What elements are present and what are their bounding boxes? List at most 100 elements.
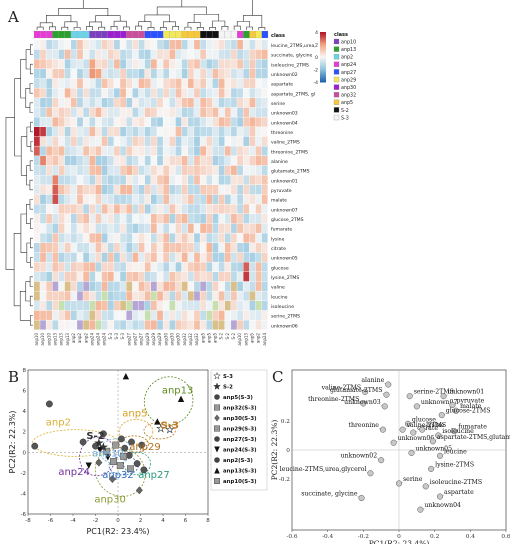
heatmap-cell (34, 88, 40, 98)
heatmap-cell (64, 262, 71, 272)
heatmap-cell (151, 243, 157, 253)
heatmap-cell (231, 262, 237, 272)
heatmap-cell (206, 272, 213, 282)
heatmap-cell (237, 272, 243, 282)
heatmap-cell (114, 49, 120, 59)
heatmap-cell (151, 88, 157, 98)
heatmap-cell (77, 281, 83, 291)
heatmap-cell (218, 320, 225, 330)
heatmap-cell (151, 49, 157, 59)
heatmap-cell (40, 88, 46, 98)
heatmap-cell (144, 156, 151, 166)
heatmap-cell (34, 194, 40, 204)
heatmap-cell (144, 49, 151, 59)
heatmap-cell (249, 49, 256, 59)
heatmap-cell (224, 107, 231, 117)
heatmap-cell (101, 194, 108, 204)
heatmap-cell (40, 262, 46, 272)
heatmap-cell (255, 175, 262, 185)
heatmap-cell (237, 204, 243, 214)
heatmap-cell (114, 320, 120, 330)
heatmap-cell (249, 223, 256, 233)
heatmap-cell (114, 214, 120, 224)
heatmap-cell (200, 107, 207, 117)
colorbar-step (320, 55, 326, 58)
legend-marker (214, 414, 220, 422)
heatmap-cell (95, 146, 102, 156)
heatmap-cell (169, 185, 176, 195)
class-cell (169, 30, 176, 39)
heatmap-cell (144, 165, 151, 175)
heatmap-cell (255, 262, 262, 272)
row-label: lysine (271, 236, 285, 242)
heatmap-cell (126, 165, 133, 175)
heatmap-cell (163, 69, 170, 79)
heatmap-cell (200, 252, 207, 262)
heatmap-cell (151, 146, 157, 156)
heatmap-cell (206, 291, 213, 301)
colorbar-step (320, 59, 326, 62)
row-label: valine (271, 285, 285, 291)
heatmap-cell (169, 214, 176, 224)
heatmap-cell (243, 310, 250, 320)
heatmap-cell (157, 185, 163, 195)
heatmap-cell (194, 243, 200, 253)
heatmap-cell (114, 88, 120, 98)
heatmap-cell (138, 233, 145, 243)
heatmap-cell (83, 223, 90, 233)
heatmap-cell (107, 127, 114, 137)
class-legend-label: anp29 (341, 77, 356, 83)
heatmap-cell (107, 194, 114, 204)
heatmap-cell (126, 291, 133, 301)
heatmap-cell (46, 88, 53, 98)
class-cell (144, 30, 152, 39)
heatmap-cell (34, 310, 40, 320)
dendrogram-branch (82, 0, 183, 9)
heatmap-cell (157, 272, 163, 282)
colorbar-step (320, 37, 326, 39)
heatmap-cell (151, 204, 157, 214)
heatmap-cell (175, 49, 182, 59)
heatmap-cell (231, 69, 237, 79)
heatmap-cell (83, 146, 90, 156)
heatmap-cell (243, 40, 250, 50)
heatmap-cell (89, 117, 96, 127)
heatmap-cell (169, 223, 176, 233)
heatmap-cell (157, 214, 163, 224)
dendrogram-branch (110, 26, 118, 30)
heatmap-cell (138, 204, 145, 214)
heatmap-cell (46, 252, 53, 262)
heatmap-cell (151, 262, 157, 272)
heatmap-cell (77, 98, 83, 108)
heatmap-cell (255, 214, 262, 224)
heatmap-cell (206, 78, 213, 88)
colorbar-step (320, 67, 326, 69)
heatmap-cell (243, 59, 250, 69)
heatmap-cell (107, 223, 114, 233)
y-tick-label: -0.2 (279, 477, 290, 483)
heatmap-cell (40, 185, 46, 195)
heatmap-cell (144, 243, 151, 253)
heatmap-cell (224, 49, 231, 59)
heatmap-cell (157, 194, 163, 204)
heatmap-cell (58, 107, 65, 117)
heatmap-cell (58, 156, 65, 166)
loading-label: valine-2TMS (321, 384, 362, 391)
heatmap-cell (175, 156, 182, 166)
heatmap-cell (181, 117, 188, 127)
heatmap-cell (120, 252, 126, 262)
heatmap-cell (52, 117, 59, 127)
heatmap-cell (231, 175, 237, 185)
heatmap-cell (107, 262, 114, 272)
heatmap-cell (157, 117, 163, 127)
heatmap-cell (187, 185, 194, 195)
loading-label: malate (460, 403, 482, 410)
heatmap-cell (77, 243, 83, 253)
dendrogram-branch (20, 59, 27, 99)
heatmap-cell (206, 320, 213, 330)
heatmap-cell (95, 214, 102, 224)
heatmap-cell (175, 59, 182, 69)
heatmap-cell (169, 301, 176, 311)
heatmap-cell (46, 40, 53, 50)
heatmap-cell (231, 165, 237, 175)
